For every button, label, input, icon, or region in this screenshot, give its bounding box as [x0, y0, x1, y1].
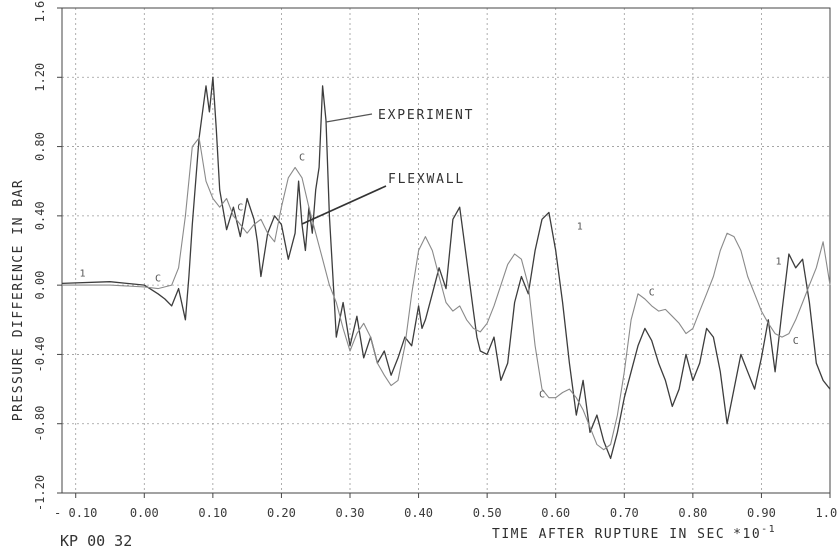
experiment-pointer: [325, 113, 373, 123]
plot-frame: [61, 7, 831, 494]
x-tick-label: 0.80: [678, 506, 707, 520]
x-tick-label: 0.60: [541, 506, 570, 520]
annotation-experiment: EXPERIMENT: [378, 108, 474, 123]
curve-mark-label: C: [649, 288, 655, 299]
x-tick-label: 0.10: [198, 506, 227, 520]
curve-marks: 1 C C C C C C 1 1: [80, 152, 799, 400]
y-tick-label: -0.40: [33, 336, 47, 372]
y-tick-label: 0.80: [33, 132, 47, 161]
x-tick-label: 0.90: [747, 506, 776, 520]
series-line-1: [61, 76, 831, 460]
curve-mark-label: C: [793, 336, 799, 347]
curve-mark-label: C: [155, 274, 161, 285]
x-tick-label: 0.40: [404, 506, 433, 520]
flexwall-pointer: [301, 185, 387, 225]
x-tick-label: 1.00: [816, 506, 838, 520]
x-axis-unit: *10: [733, 527, 761, 542]
y-tick-label: -1.20: [33, 475, 47, 511]
curve-mark-label: 1: [80, 268, 86, 279]
x-axis-exponent: -1: [761, 524, 776, 535]
y-tick-label: 1.60: [33, 0, 47, 22]
axis-ticks: - 0.10 0.00 0.10 0.20 0.30 0.40 0.50 0.60 0.70 0.…: [33, 0, 838, 520]
x-tick-label: 0.20: [267, 506, 296, 520]
figure-reference: KP 00 32: [60, 532, 132, 548]
series-line-2: [62, 137, 831, 451]
x-tick-label: 0.30: [336, 506, 365, 520]
x-tick-label: 0.50: [473, 506, 502, 520]
curve-mark-label: 1: [776, 256, 782, 267]
x-tick-label: - 0.10: [54, 506, 97, 520]
grid-lines: [62, 7, 831, 494]
y-tick-label: -0.80: [33, 406, 47, 442]
x-tick-label: 0.70: [610, 506, 639, 520]
curve-mark-label: C: [237, 203, 243, 214]
x-axis-label-main: TIME AFTER RUPTURE IN SEC: [492, 527, 725, 542]
x-axis-label: TIME AFTER RUPTURE IN SEC *10-1: [492, 524, 776, 542]
y-tick-label: 0.40: [33, 201, 47, 230]
annotation-flexwall: FLEXWALL: [388, 172, 465, 187]
y-tick-label: 0.00: [33, 271, 47, 300]
y-axis-label: PRESSURE DIFFERENCE IN BAR: [11, 179, 26, 422]
x-tick-label: 0.00: [130, 506, 159, 520]
data-series: [61, 76, 831, 460]
curve-mark-label: C: [539, 390, 545, 401]
y-tick-label: 1.20: [33, 63, 47, 92]
curve-mark-label: 1: [577, 222, 583, 233]
curve-mark-label: C: [299, 152, 305, 163]
